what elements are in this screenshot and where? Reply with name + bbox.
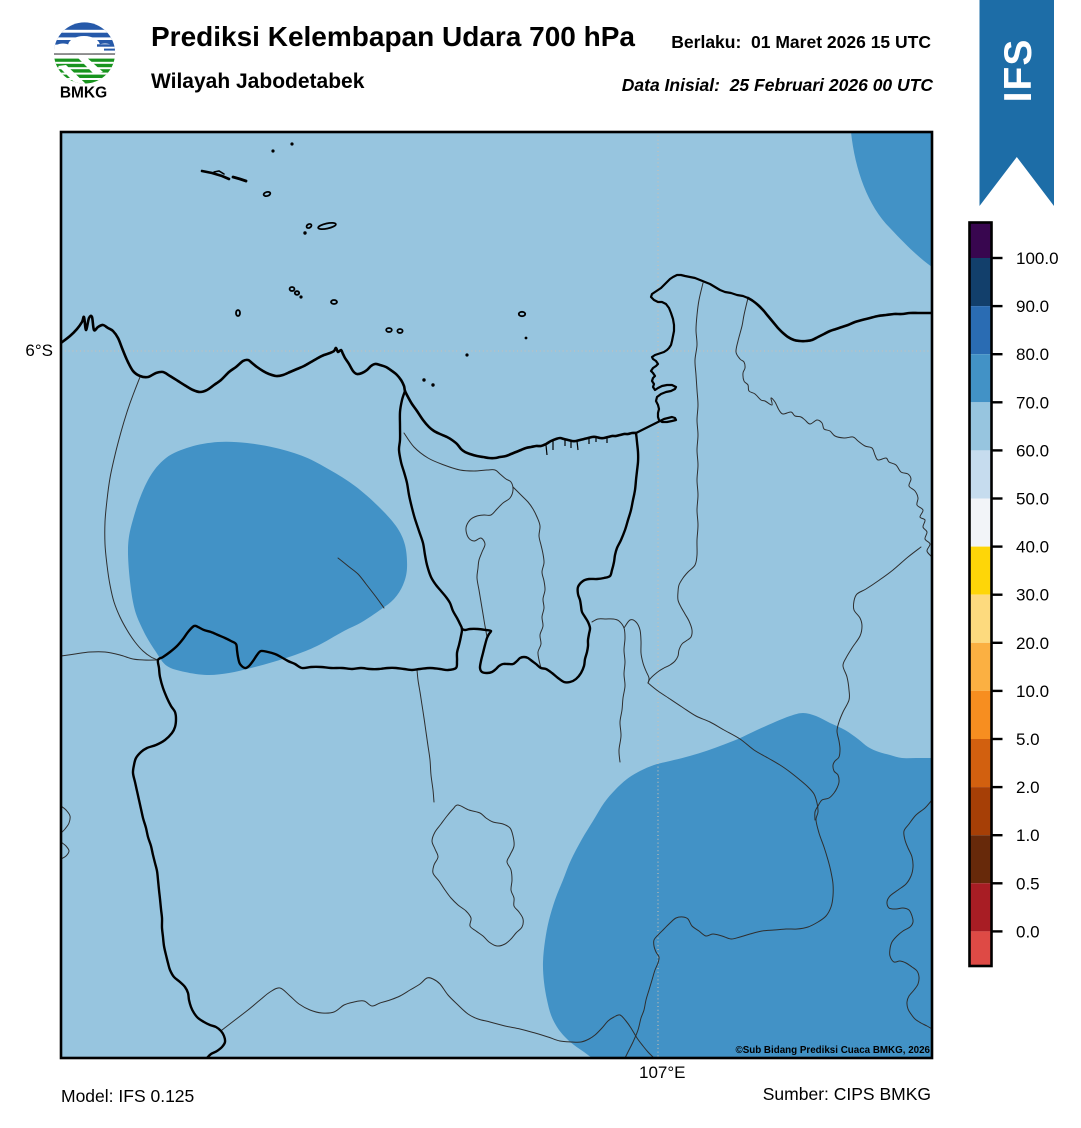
svg-text:0.0: 0.0 <box>1016 922 1040 941</box>
svg-text:20.0: 20.0 <box>1016 634 1049 653</box>
svg-text:70.0: 70.0 <box>1016 393 1049 412</box>
svg-text:50.0: 50.0 <box>1016 490 1049 509</box>
svg-text:5.0: 5.0 <box>1016 730 1040 749</box>
svg-text:2.0: 2.0 <box>1016 778 1040 797</box>
svg-text:BMKG: BMKG <box>60 85 107 102</box>
svg-text:©Sub Bidang Prediksi Cuaca BMK: ©Sub Bidang Prediksi Cuaca BMKG, 2026 <box>735 1045 930 1056</box>
svg-text:1.0: 1.0 <box>1016 826 1040 845</box>
svg-text:80.0: 80.0 <box>1016 345 1049 364</box>
svg-text:40.0: 40.0 <box>1016 538 1049 557</box>
svg-text:60.0: 60.0 <box>1016 441 1049 460</box>
svg-text:10.0: 10.0 <box>1016 682 1049 701</box>
svg-text:90.0: 90.0 <box>1016 297 1049 316</box>
svg-text:0.5: 0.5 <box>1016 874 1040 893</box>
svg-text:IFS: IFS <box>997 39 1040 103</box>
svg-text:30.0: 30.0 <box>1016 586 1049 605</box>
svg-text:100.0: 100.0 <box>1016 249 1059 268</box>
